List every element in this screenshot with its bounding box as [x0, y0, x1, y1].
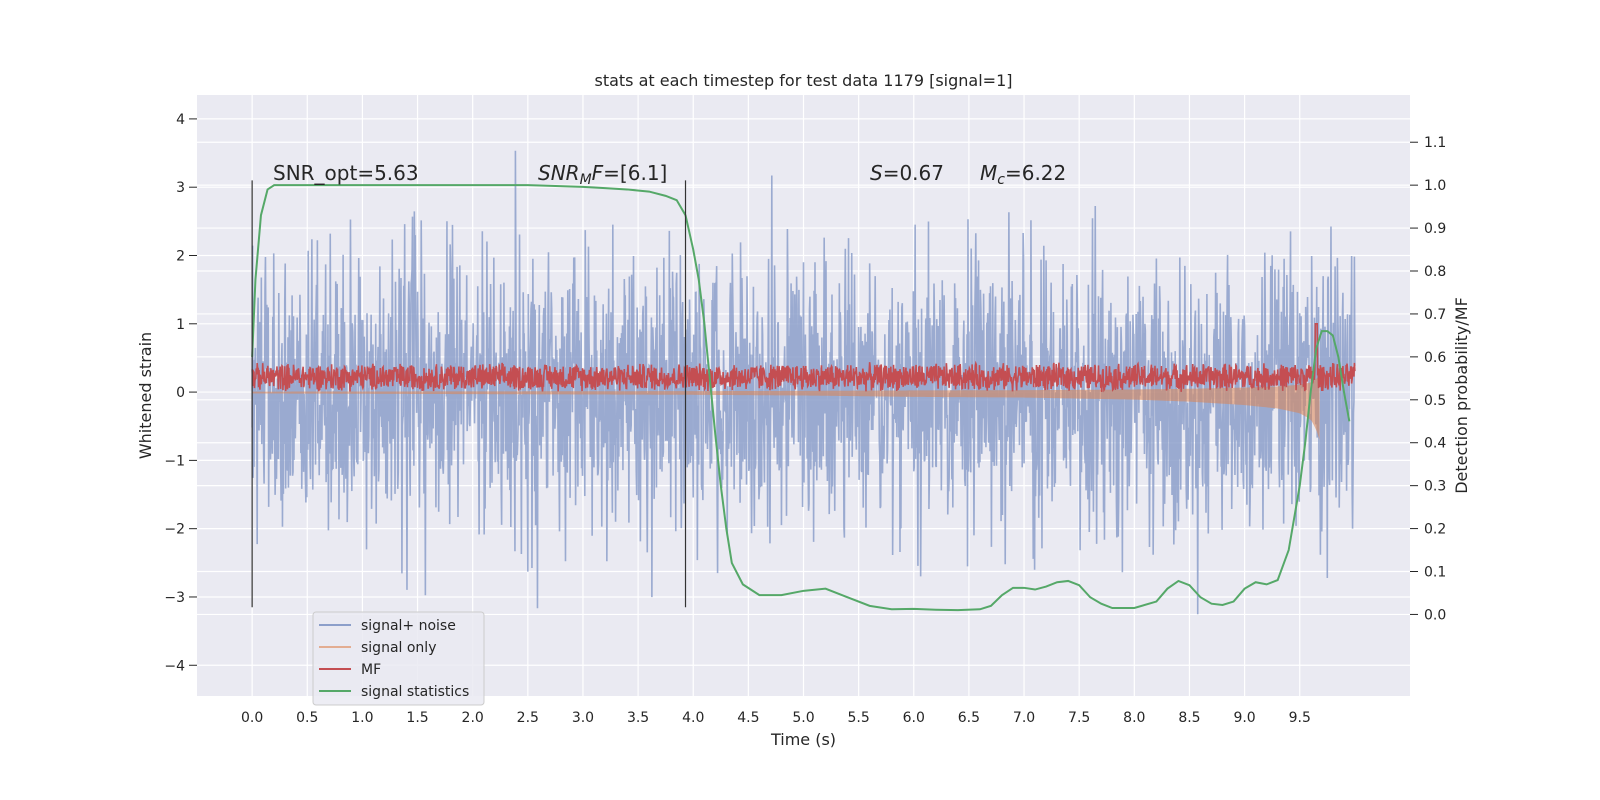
s-value: =0.67	[883, 161, 944, 185]
x-tick-label: 9.0	[1233, 710, 1255, 726]
series-mf	[251, 322, 1356, 393]
y-axis-right-ticks: 1.1 1.0 0.9 0.8 0.7 0.6 0.5 0.4 0.3 0.2 0.1 0.0	[1410, 135, 1446, 623]
legend-label: MF	[361, 662, 381, 678]
snr-mf-prefix: SNR	[538, 161, 580, 185]
x-axis-label: Time (s)	[770, 730, 836, 749]
x-tick-label: 7.0	[1013, 710, 1035, 726]
y-right-tick-label: 1.0	[1424, 178, 1446, 194]
x-tick-label: 6.0	[903, 710, 925, 726]
y-right-tick-label: 0.1	[1424, 565, 1446, 581]
y-axis-right-label: Detection probability/MF	[1452, 297, 1471, 494]
chart-title: stats at each timestep for test data 117…	[594, 71, 1012, 90]
x-tick-label: 9.5	[1289, 710, 1311, 726]
y-left-tick-label: 1	[176, 317, 185, 333]
y-right-tick-label: 0.7	[1424, 307, 1446, 323]
x-tick-label: 5.0	[792, 710, 814, 726]
x-tick-label: 4.5	[737, 710, 759, 726]
y-left-tick-label: −1	[164, 453, 185, 469]
legend-label: signal+ noise	[361, 618, 456, 634]
x-tick-label: 3.5	[627, 710, 649, 726]
snr-mf-suffix: F	[592, 161, 604, 185]
x-tick-label: 0.5	[296, 710, 318, 726]
snr-mf-value: =[6.1]	[603, 161, 667, 185]
x-tick-label: 0.0	[241, 710, 263, 726]
y-axis-left-label: Whitened strain	[136, 332, 155, 459]
snr-mf-sub: M	[580, 172, 592, 188]
mc-sub: c	[997, 172, 1005, 188]
x-tick-label: 8.5	[1178, 710, 1200, 726]
x-tick-label: 3.0	[572, 710, 594, 726]
y-right-tick-label: 0.8	[1424, 264, 1446, 280]
y-right-tick-label: 0.3	[1424, 479, 1446, 495]
y-left-tick-label: 2	[176, 248, 185, 264]
series-signal-statistics	[251, 184, 1351, 612]
series-layer	[251, 150, 1356, 615]
y-right-tick-label: 0.9	[1424, 221, 1446, 237]
y-left-tick-label: 0	[176, 385, 185, 401]
y-left-tick-label: −2	[164, 522, 185, 538]
y-right-tick-label: 0.2	[1424, 522, 1446, 538]
y-right-tick-label: 0.6	[1424, 350, 1446, 366]
s-label: S	[870, 161, 883, 185]
mc-value: =6.22	[1005, 161, 1066, 185]
x-tick-label: 1.0	[351, 710, 373, 726]
y-right-tick-label: 1.1	[1424, 135, 1446, 151]
mc-label: M	[980, 161, 997, 185]
annotation-snr-mf: SNRMF=[6.1]	[538, 161, 667, 188]
x-tick-label: 1.5	[406, 710, 428, 726]
x-tick-label: 4.0	[682, 710, 704, 726]
vertical-lines	[251, 180, 687, 608]
x-tick-label: 6.5	[958, 710, 980, 726]
x-axis-ticks: 0.0 0.5 1.0 1.5 2.0 2.5 3.0 3.5 4.0 4.5 5.0 5.5 6.0 6…	[241, 710, 1311, 726]
x-tick-label: 7.5	[1068, 710, 1090, 726]
annotation-s: S=0.67	[870, 161, 944, 185]
x-tick-label: 8.0	[1123, 710, 1145, 726]
legend-label: signal statistics	[361, 684, 469, 700]
y-axis-left-ticks: 4 3 2 1 0 −1 −2 −3 −4	[164, 112, 197, 674]
series-signal-only	[252, 375, 1320, 440]
y-left-tick-label: −3	[164, 590, 185, 606]
x-tick-label: 2.5	[517, 710, 539, 726]
y-right-tick-label: 0.0	[1424, 607, 1446, 623]
annotation-mc: Mc=6.22	[980, 161, 1066, 188]
legend-label: signal only	[361, 640, 436, 656]
x-tick-label: 2.0	[462, 710, 484, 726]
y-left-tick-label: 4	[176, 112, 185, 128]
x-tick-label: 5.5	[848, 710, 870, 726]
series-signal-noise	[251, 150, 1356, 615]
legend-box	[312, 611, 485, 706]
annotation-snr-opt: SNR_opt=5.63	[273, 161, 419, 185]
legend: signal+ noise signal only MF signal statist…	[312, 611, 485, 706]
y-right-tick-label: 0.5	[1424, 393, 1446, 409]
y-left-tick-label: −4	[164, 658, 185, 674]
y-right-tick-label: 0.4	[1424, 436, 1446, 452]
y-left-tick-label: 3	[176, 180, 185, 196]
